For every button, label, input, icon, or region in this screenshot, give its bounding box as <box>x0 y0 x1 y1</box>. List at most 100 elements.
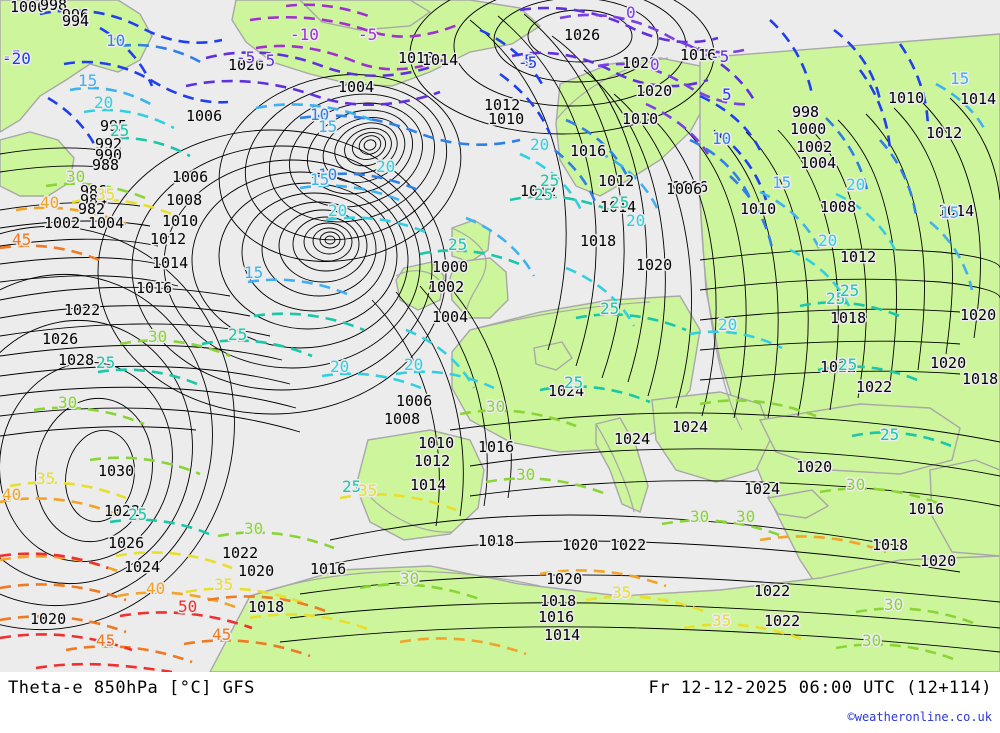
thetae-45 <box>0 244 329 664</box>
copyright-watermark: ©weatheronline.co.uk <box>847 710 993 724</box>
isobar-label: 1024 <box>124 558 160 576</box>
thetae-25 <box>97 136 957 538</box>
thetae-10 <box>119 43 918 249</box>
thetae-15 <box>69 82 988 298</box>
isobar-label: 1004 <box>800 154 836 172</box>
isobar-label: 1018 <box>478 532 514 550</box>
land-patch-a <box>533 341 573 371</box>
thetae-label: 25 <box>96 353 115 372</box>
isobar-label: 1002 <box>796 138 832 156</box>
thetae-label: 20 <box>330 357 349 376</box>
isobar-label: 1016 <box>908 500 944 518</box>
isobar-label: 1000 <box>10 0 46 16</box>
isobar-label: 1016 <box>310 560 346 578</box>
thetae-label: 10 <box>712 129 731 148</box>
thetae-label: 40 <box>2 485 21 504</box>
thetae-label: 10 <box>106 31 125 50</box>
isobar-label: 1000 <box>790 120 826 138</box>
thetae-label: 40 <box>40 193 59 212</box>
isobar-label: 1026 <box>42 330 78 348</box>
land-iberia <box>355 429 485 541</box>
thetae-label: 30 <box>690 507 709 526</box>
thetae-label: 25 <box>838 355 857 374</box>
isobar-label: 1024 <box>614 430 650 448</box>
forecast-validity-label: Fr 12-12-2025 06:00 UTC (12+114) <box>648 678 992 698</box>
thetae-label: 35 <box>612 583 631 602</box>
isobar-label: 1026 <box>564 26 600 44</box>
thetae-label: 35 <box>214 575 233 594</box>
low-centre-996 <box>97 129 447 415</box>
thetae-label: 35 <box>358 481 377 500</box>
thetae-label: 30 <box>516 465 535 484</box>
isobar-label: 1020 <box>960 306 996 324</box>
thetae--5 <box>185 6 756 107</box>
thetae--10 <box>249 3 461 71</box>
thetae-label: 45 <box>12 230 31 249</box>
thetae-label: -5 <box>358 25 377 44</box>
thetae-label: 35 <box>96 185 115 204</box>
isobar-label: 1022 <box>622 54 658 72</box>
thetae-label: 15 <box>772 173 791 192</box>
thetae-label: 20 <box>718 315 737 334</box>
isobar-label: 1008 <box>166 191 202 209</box>
thetae-label: 5 <box>524 51 534 70</box>
thetae-label: 20 <box>846 175 865 194</box>
land-patch-b <box>766 489 830 519</box>
thetae-label: 25 <box>840 281 859 300</box>
thetae-layer <box>0 3 988 672</box>
isobar-label: 1018 <box>580 232 616 250</box>
high-centre-1030 <box>0 225 235 631</box>
isobar-label: 1006 <box>396 392 432 410</box>
isobar-label: 1012 <box>484 96 520 114</box>
isobar-label: 1014 <box>152 254 188 272</box>
isobar-label: 1010 <box>418 434 454 452</box>
thetae-label: 30 <box>58 393 77 412</box>
thetae-label: -5 <box>710 47 729 66</box>
isobar-label: 1014 <box>960 90 996 108</box>
thetae-label: 45 <box>96 631 115 650</box>
isobar-label: 1016 <box>136 279 172 297</box>
land-norway-sweden <box>555 57 711 197</box>
isobar-label: 1024 <box>744 480 780 498</box>
isobar-label: 1020 <box>930 354 966 372</box>
thetae-50 <box>0 552 253 672</box>
isobar-label: 1022 <box>610 536 646 554</box>
isobar-label: 1022 <box>64 301 100 319</box>
thetae-label: -5 <box>2 47 21 66</box>
isobar-label: 998 <box>792 103 819 121</box>
thetae-label: 25 <box>342 477 361 496</box>
map-canvas[interactable]: 1000 998 996 994 1006 995 992 990 988 986 984 982 10… <box>0 0 1000 672</box>
isobar-label: 1022 <box>104 502 140 520</box>
thetae-35 <box>9 198 805 642</box>
isobar-label: 1014 <box>422 51 458 69</box>
isobar-label: 1012 <box>150 230 186 248</box>
isobar-label: 984 <box>80 191 107 209</box>
isobar-label: 1020 <box>636 256 672 274</box>
isobar-label: 1012 <box>926 124 962 142</box>
thetae-label: 25 <box>880 425 899 444</box>
isobar-label: 1014 <box>410 476 446 494</box>
thetae-label: -5 <box>518 53 537 72</box>
thetae-label: 15 <box>950 69 969 88</box>
isobar-label: 1020 <box>562 536 598 554</box>
isobar-label: 1012 <box>414 452 450 470</box>
isobar-label: 994 <box>62 12 89 30</box>
isobar-label: 1020 <box>228 56 264 74</box>
isobar-label: 1022 <box>222 544 258 562</box>
thetae-label: 25 <box>610 193 629 212</box>
map-svg: 1000998996994100699599299098898698498210… <box>0 0 1000 672</box>
land-england <box>449 257 509 319</box>
parameter-label: Theta-e 850hPa [°C] GFS <box>8 678 255 698</box>
thetae-label: 30 <box>846 475 865 494</box>
thetae-label: 25 <box>228 325 247 344</box>
thetae-label: 15 <box>940 203 959 222</box>
thetae-label: -10 <box>290 25 319 44</box>
isobar-label: 1018 <box>398 49 434 67</box>
thetae-label: 0 <box>650 55 660 74</box>
isobar-label: 1022 <box>764 612 800 630</box>
thetae-label: 30 <box>486 397 505 416</box>
thetae-label: 30 <box>736 507 755 526</box>
isobar-label: 1018 <box>248 598 284 616</box>
isobar-label: 1018 <box>962 370 998 388</box>
